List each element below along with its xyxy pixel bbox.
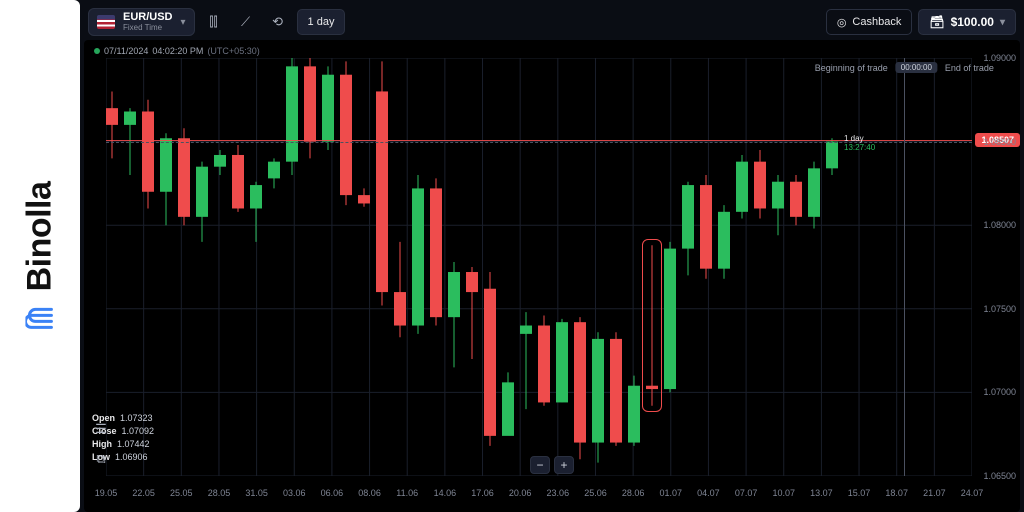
- ohlc-low: 1.06906: [115, 452, 148, 462]
- brand-logo-icon: [25, 301, 55, 331]
- chevron-down-icon: ▾: [1000, 17, 1005, 28]
- balance-icon: 🗃: [929, 15, 944, 29]
- left-tool-column: ☰ ⧉: [88, 416, 114, 472]
- trade-labels: Beginning of trade 00:00:00 End of trade: [815, 62, 994, 73]
- topbar: EUR/USD Fixed Time ▾ ⫿⫿ ⟋ ⟲ 1 day ◎ Cash…: [84, 6, 1020, 38]
- balance-chip[interactable]: 🗃 $100.00 ▾: [918, 9, 1016, 35]
- signals-icon[interactable]: ⟲: [265, 9, 291, 35]
- chart-area: 07/11/2024 04:02:20 PM (UTC+05:30) 1.085…: [84, 40, 1020, 512]
- timeframe-button[interactable]: 1 day: [297, 9, 346, 35]
- trade-timer-badge: 00:00:00: [896, 62, 937, 73]
- pair-selector[interactable]: EUR/USD Fixed Time ▾: [88, 8, 195, 36]
- ohlc-open: 1.07323: [120, 413, 153, 423]
- trade-begin-label: Beginning of trade: [815, 63, 888, 73]
- countdown-time: 13:27:40: [844, 143, 875, 152]
- brand-strip: Binolla: [0, 0, 80, 512]
- current-price-line: [106, 140, 972, 141]
- zoom-in-button[interactable]: +: [554, 456, 574, 474]
- pair-name: EUR/USD: [123, 12, 173, 23]
- countdown: 1 day 13:27:40: [844, 134, 875, 152]
- trade-marker-line: [904, 58, 905, 476]
- timestamp: 07/11/2024 04:02:20 PM (UTC+05:30): [94, 46, 260, 56]
- ts-tz: (UTC+05:30): [207, 46, 259, 56]
- ts-time: 04:02:20 PM: [152, 46, 203, 56]
- zoom-controls: − +: [530, 456, 574, 474]
- y-axis: 1.065001.070001.075001.080001.085001.090…: [972, 58, 1020, 476]
- chart-frame[interactable]: 07/11/2024 04:02:20 PM (UTC+05:30) 1.085…: [84, 40, 1020, 512]
- zoom-out-button[interactable]: −: [530, 456, 550, 474]
- countdown-tf: 1 day: [844, 134, 875, 143]
- indicators-icon[interactable]: ⫿⫿: [201, 9, 227, 35]
- ts-date: 07/11/2024: [104, 46, 148, 56]
- app-shell: EUR/USD Fixed Time ▾ ⫿⫿ ⟋ ⟲ 1 day ◎ Cash…: [80, 0, 1024, 512]
- cashback-icon: ◎: [837, 16, 847, 29]
- live-dot-icon: [94, 48, 100, 54]
- drawings-icon[interactable]: ⟋: [233, 9, 259, 35]
- balance-value: $100.00: [951, 15, 994, 29]
- layers-icon[interactable]: ☰: [88, 416, 114, 442]
- ohlc-close: 1.07092: [122, 426, 155, 436]
- flag-icon: [97, 15, 115, 29]
- ohlc-high: 1.07442: [117, 439, 150, 449]
- x-axis: 19.0522.0525.0528.0531.0503.0606.0608.06…: [106, 480, 972, 502]
- brand-name: Binolla: [21, 181, 60, 291]
- open-dash-line: [106, 142, 972, 143]
- pair-subtitle: Fixed Time: [123, 24, 173, 32]
- cashback-button[interactable]: ◎ Cashback: [826, 9, 913, 35]
- camera-icon[interactable]: ⧉: [88, 446, 114, 472]
- cashback-label: Cashback: [852, 16, 901, 28]
- chevron-down-icon: ▾: [181, 17, 186, 28]
- plot: [106, 58, 972, 476]
- timeframe-label: 1 day: [308, 16, 335, 28]
